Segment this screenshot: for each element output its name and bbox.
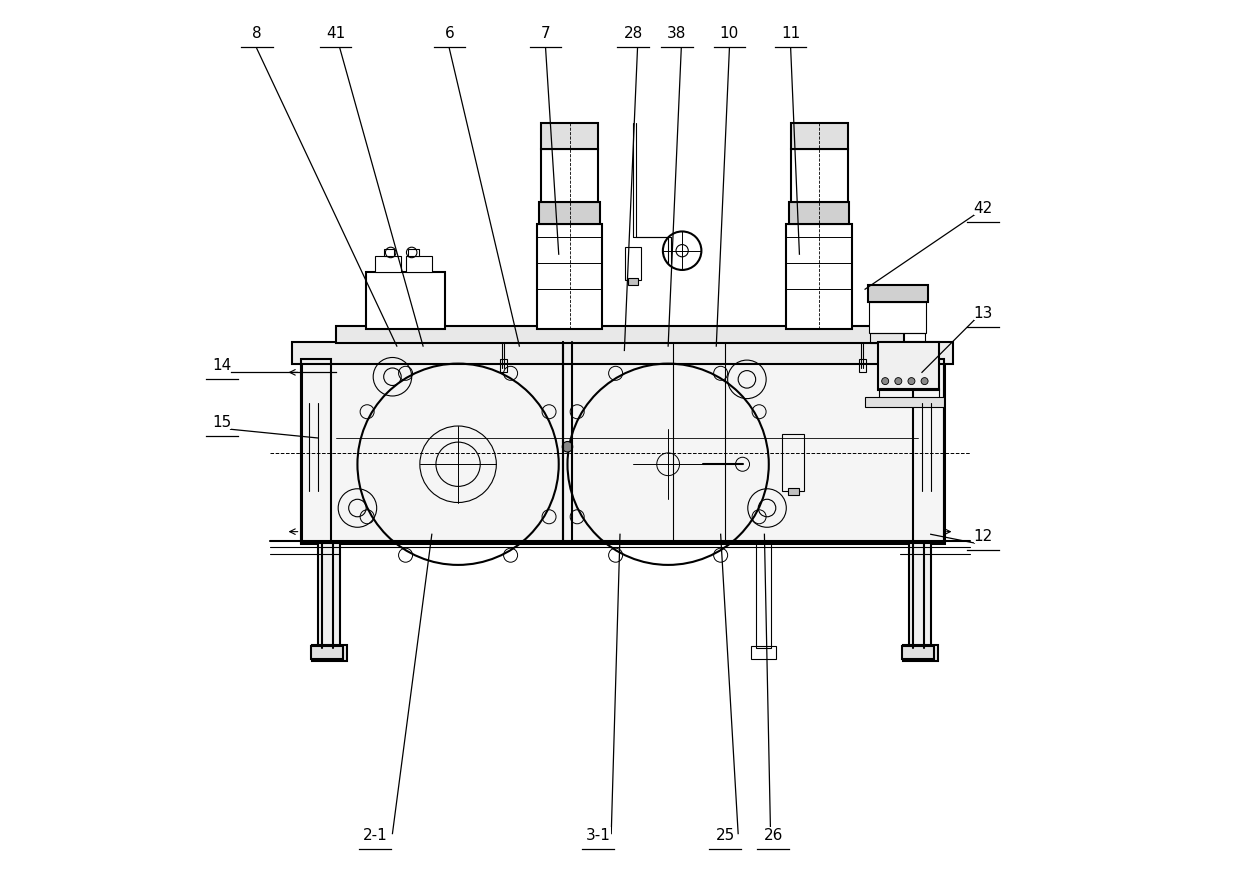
Text: 10: 10 <box>719 25 739 40</box>
Text: 26: 26 <box>764 827 782 843</box>
Bar <box>627 279 639 286</box>
Bar <box>312 645 347 661</box>
Text: 38: 38 <box>667 25 687 40</box>
Bar <box>751 646 776 660</box>
Text: 14: 14 <box>212 358 232 373</box>
Circle shape <box>562 442 573 453</box>
Bar <box>539 203 600 225</box>
Bar <box>405 257 432 273</box>
Text: 8: 8 <box>252 25 262 40</box>
Text: 3-1: 3-1 <box>585 827 610 843</box>
Bar <box>625 248 641 282</box>
Circle shape <box>895 378 901 385</box>
Bar <box>789 488 799 496</box>
Bar <box>755 544 771 648</box>
Bar <box>782 434 804 491</box>
Text: 41: 41 <box>326 25 345 40</box>
Bar <box>869 303 926 333</box>
Text: 15: 15 <box>212 415 232 430</box>
Bar <box>537 225 603 329</box>
Bar <box>408 250 419 257</box>
Bar <box>541 150 598 203</box>
Bar <box>868 286 928 303</box>
Bar <box>311 646 343 660</box>
Circle shape <box>921 378 928 385</box>
Bar <box>859 360 866 373</box>
Bar <box>291 342 952 364</box>
Bar <box>878 342 940 390</box>
Text: 42: 42 <box>973 201 993 216</box>
Bar <box>500 360 507 373</box>
Bar <box>879 389 939 399</box>
Bar <box>317 544 340 648</box>
Bar <box>901 646 934 660</box>
Bar <box>913 360 944 544</box>
Circle shape <box>882 378 889 385</box>
Circle shape <box>908 378 915 385</box>
Text: 28: 28 <box>624 25 642 40</box>
Bar <box>383 250 394 257</box>
Text: 2-1: 2-1 <box>362 827 387 843</box>
Text: 12: 12 <box>973 529 993 544</box>
Text: 13: 13 <box>973 305 993 320</box>
Text: 11: 11 <box>781 25 800 40</box>
Bar <box>791 150 848 203</box>
Bar <box>366 273 445 329</box>
Bar <box>300 360 331 544</box>
Bar <box>791 124 848 150</box>
Bar <box>541 124 598 150</box>
Bar <box>789 203 849 225</box>
Text: 6: 6 <box>444 25 454 40</box>
Bar <box>909 544 931 648</box>
Bar <box>870 333 925 344</box>
Text: 7: 7 <box>541 25 551 40</box>
Bar <box>336 326 904 344</box>
Text: 25: 25 <box>715 827 734 843</box>
Bar <box>300 360 944 544</box>
Bar <box>374 257 402 273</box>
Bar <box>903 645 937 661</box>
Bar <box>786 225 852 329</box>
Bar <box>866 397 944 408</box>
